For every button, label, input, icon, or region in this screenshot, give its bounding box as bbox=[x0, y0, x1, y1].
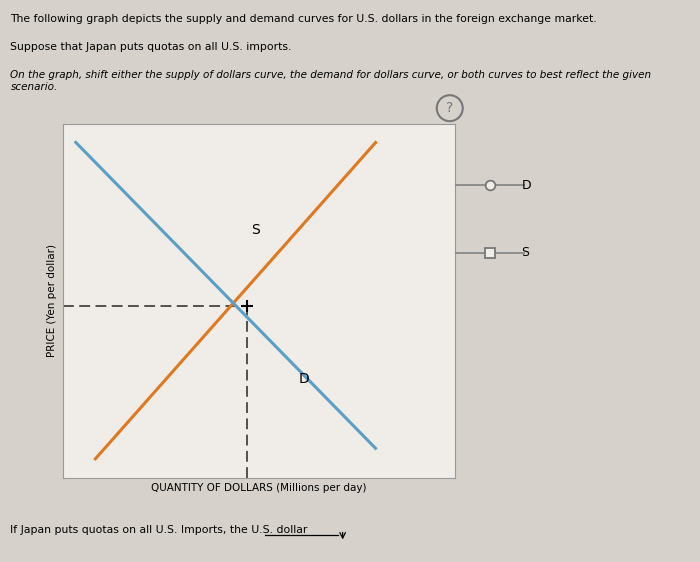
Text: If Japan puts quotas on all U.S. Imports, the U.S. dollar: If Japan puts quotas on all U.S. Imports… bbox=[10, 525, 308, 536]
Text: S: S bbox=[522, 246, 529, 260]
X-axis label: QUANTITY OF DOLLARS (Millions per day): QUANTITY OF DOLLARS (Millions per day) bbox=[151, 483, 367, 493]
Text: D: D bbox=[522, 179, 531, 192]
Text: The following graph depicts the supply and demand curves for U.S. dollars in the: The following graph depicts the supply a… bbox=[10, 14, 597, 24]
Text: On the graph, shift either the supply of dollars curve, the demand for dollars c: On the graph, shift either the supply of… bbox=[10, 70, 652, 92]
Text: Suppose that Japan puts quotas on all U.S. imports.: Suppose that Japan puts quotas on all U.… bbox=[10, 42, 292, 52]
Text: D: D bbox=[298, 371, 309, 386]
Text: S: S bbox=[251, 223, 260, 237]
Text: ?: ? bbox=[446, 101, 454, 115]
Y-axis label: PRICE (Yen per dollar): PRICE (Yen per dollar) bbox=[48, 244, 57, 357]
